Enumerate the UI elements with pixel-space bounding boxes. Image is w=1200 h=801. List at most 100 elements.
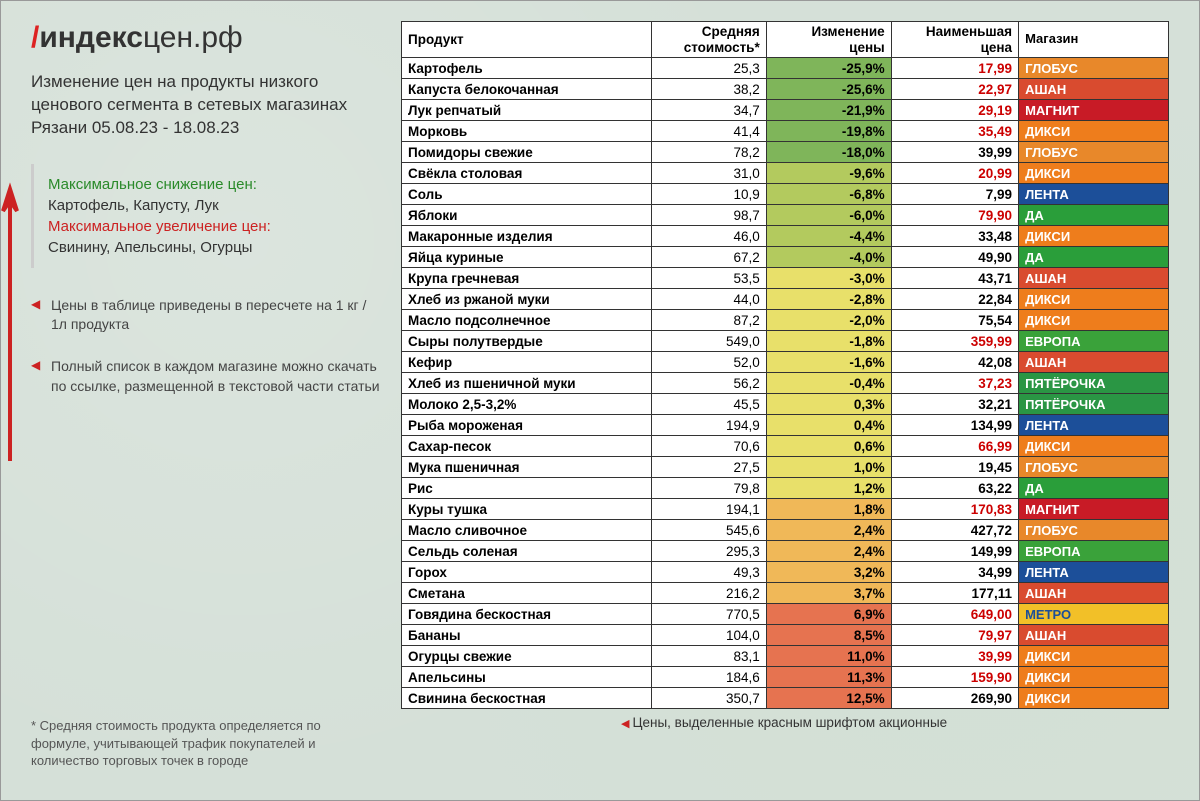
cell-avg: 194,9 xyxy=(651,415,766,436)
cell-min: 134,99 xyxy=(891,415,1018,436)
cell-min: 17,99 xyxy=(891,58,1018,79)
table-row: Свинина бескостная350,712,5%269,90ДИКСИ xyxy=(402,688,1169,709)
cell-product: Картофель xyxy=(402,58,652,79)
table-row: Молоко 2,5-3,2%45,50,3%32,21ПЯТЁРОЧКА xyxy=(402,394,1169,415)
cell-min: 177,11 xyxy=(891,583,1018,604)
cell-store: ДА xyxy=(1019,247,1169,268)
cell-product: Лук репчатый xyxy=(402,100,652,121)
cell-min: 43,71 xyxy=(891,268,1018,289)
cell-store: ДИКСИ xyxy=(1019,436,1169,457)
cell-product: Свинина бескостная xyxy=(402,688,652,709)
cell-avg: 52,0 xyxy=(651,352,766,373)
cell-change: 11,3% xyxy=(766,667,891,688)
table-row: Сыры полутвердые549,0-1,8%359,99ЕВРОПА xyxy=(402,331,1169,352)
left-panel: /индексцен.рф Изменение цен на продукты … xyxy=(31,21,401,780)
table-footer-note: Цены, выделенные красным шрифтом акционн… xyxy=(401,715,1169,730)
cell-avg: 27,5 xyxy=(651,457,766,478)
cell-min: 79,90 xyxy=(891,205,1018,226)
cell-avg: 56,2 xyxy=(651,373,766,394)
th-change: Изменение цены xyxy=(766,22,891,58)
cell-store: ПЯТЁРОЧКА xyxy=(1019,373,1169,394)
cell-product: Сельдь соленая xyxy=(402,541,652,562)
table-row: Сахар-песок70,60,6%66,99ДИКСИ xyxy=(402,436,1169,457)
table-row: Помидоры свежие78,2-18,0%39,99ГЛОБУС xyxy=(402,142,1169,163)
increase-label: Максимальное увеличение цен: xyxy=(48,216,367,237)
table-row: Морковь41,4-19,8%35,49ДИКСИ xyxy=(402,121,1169,142)
cell-min: 75,54 xyxy=(891,310,1018,331)
cell-change: -25,6% xyxy=(766,79,891,100)
cell-change: 0,4% xyxy=(766,415,891,436)
table-row: Капуста белокочанная38,2-25,6%22,97АШАН xyxy=(402,79,1169,100)
cell-avg: 104,0 xyxy=(651,625,766,646)
cell-product: Масло подсолнечное xyxy=(402,310,652,331)
table-panel: Продукт Средняя стоимость* Изменение цен… xyxy=(401,21,1169,780)
cell-avg: 83,1 xyxy=(651,646,766,667)
cell-store: ДИКСИ xyxy=(1019,667,1169,688)
cell-change: -9,6% xyxy=(766,163,891,184)
table-row: Масло подсолнечное87,2-2,0%75,54ДИКСИ xyxy=(402,310,1169,331)
cell-product: Морковь xyxy=(402,121,652,142)
cell-store: ГЛОБУС xyxy=(1019,457,1169,478)
cell-store: ГЛОБУС xyxy=(1019,58,1169,79)
th-store: Магазин xyxy=(1019,22,1169,58)
price-table: Продукт Средняя стоимость* Изменение цен… xyxy=(401,21,1169,709)
cell-change: 3,2% xyxy=(766,562,891,583)
cell-store: ЛЕНТА xyxy=(1019,562,1169,583)
arrow-decoration xyxy=(1,181,19,461)
cell-avg: 44,0 xyxy=(651,289,766,310)
cell-avg: 87,2 xyxy=(651,310,766,331)
cell-change: -19,8% xyxy=(766,121,891,142)
table-row: Сметана216,23,7%177,11АШАН xyxy=(402,583,1169,604)
table-row: Рис79,81,2%63,22ДА xyxy=(402,478,1169,499)
highlight-box: Максимальное снижение цен: Картофель, Ка… xyxy=(31,164,381,268)
th-avg: Средняя стоимость* xyxy=(651,22,766,58)
cell-store: АШАН xyxy=(1019,268,1169,289)
cell-store: ЕВРОПА xyxy=(1019,541,1169,562)
cell-min: 39,99 xyxy=(891,142,1018,163)
cell-avg: 53,5 xyxy=(651,268,766,289)
cell-change: -0,4% xyxy=(766,373,891,394)
cell-min: 427,72 xyxy=(891,520,1018,541)
cell-avg: 216,2 xyxy=(651,583,766,604)
increase-items: Свинину, Апельсины, Огурцы xyxy=(48,237,367,258)
cell-change: 0,3% xyxy=(766,394,891,415)
cell-min: 32,21 xyxy=(891,394,1018,415)
cell-store: АШАН xyxy=(1019,352,1169,373)
cell-change: -25,9% xyxy=(766,58,891,79)
cell-product: Капуста белокочанная xyxy=(402,79,652,100)
table-row: Крупа гречневая53,5-3,0%43,71АШАН xyxy=(402,268,1169,289)
cell-avg: 25,3 xyxy=(651,58,766,79)
cell-store: МАГНИТ xyxy=(1019,100,1169,121)
cell-product: Хлеб из пшеничной муки xyxy=(402,373,652,394)
cell-change: -1,8% xyxy=(766,331,891,352)
cell-min: 359,99 xyxy=(891,331,1018,352)
cell-change: -3,0% xyxy=(766,268,891,289)
cell-change: -4,4% xyxy=(766,226,891,247)
cell-avg: 79,8 xyxy=(651,478,766,499)
note-download: Полный список в каждом магазине можно ск… xyxy=(31,357,381,396)
cell-product: Огурцы свежие xyxy=(402,646,652,667)
cell-change: -21,9% xyxy=(766,100,891,121)
decrease-items: Картофель, Капусту, Лук xyxy=(48,195,367,216)
cell-store: ПЯТЁРОЧКА xyxy=(1019,394,1169,415)
cell-min: 33,48 xyxy=(891,226,1018,247)
cell-change: -2,0% xyxy=(766,310,891,331)
cell-min: 79,97 xyxy=(891,625,1018,646)
cell-product: Масло сливочное xyxy=(402,520,652,541)
cell-product: Крупа гречневая xyxy=(402,268,652,289)
cell-change: 1,0% xyxy=(766,457,891,478)
cell-min: 22,97 xyxy=(891,79,1018,100)
cell-product: Хлеб из ржаной муки xyxy=(402,289,652,310)
cell-product: Свёкла столовая xyxy=(402,163,652,184)
cell-change: -1,6% xyxy=(766,352,891,373)
cell-avg: 38,2 xyxy=(651,79,766,100)
cell-store: ДИКСИ xyxy=(1019,121,1169,142)
table-row: Лук репчатый34,7-21,9%29,19МАГНИТ xyxy=(402,100,1169,121)
cell-avg: 194,1 xyxy=(651,499,766,520)
cell-product: Сметана xyxy=(402,583,652,604)
cell-store: ДИКСИ xyxy=(1019,688,1169,709)
cell-min: 170,83 xyxy=(891,499,1018,520)
cell-product: Макаронные изделия xyxy=(402,226,652,247)
cell-product: Горох xyxy=(402,562,652,583)
cell-avg: 184,6 xyxy=(651,667,766,688)
